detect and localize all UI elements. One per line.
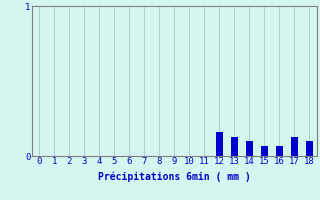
X-axis label: Précipitations 6min ( mm ): Précipitations 6min ( mm ) bbox=[98, 172, 251, 182]
Bar bbox=[231, 137, 238, 156]
Bar bbox=[260, 146, 268, 156]
Bar bbox=[306, 141, 313, 156]
Bar bbox=[216, 132, 223, 156]
Bar bbox=[246, 141, 253, 156]
Bar bbox=[291, 137, 298, 156]
Bar bbox=[276, 146, 283, 156]
